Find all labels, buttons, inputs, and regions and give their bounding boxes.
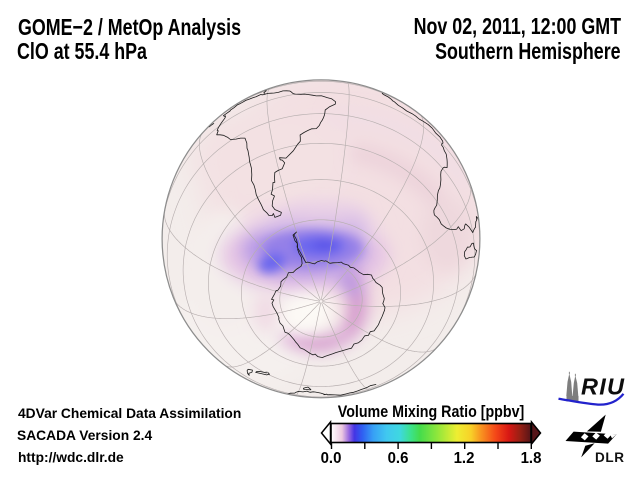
svg-text:RIU: RIU [581, 374, 625, 400]
svg-text:DLR: DLR [595, 450, 624, 465]
